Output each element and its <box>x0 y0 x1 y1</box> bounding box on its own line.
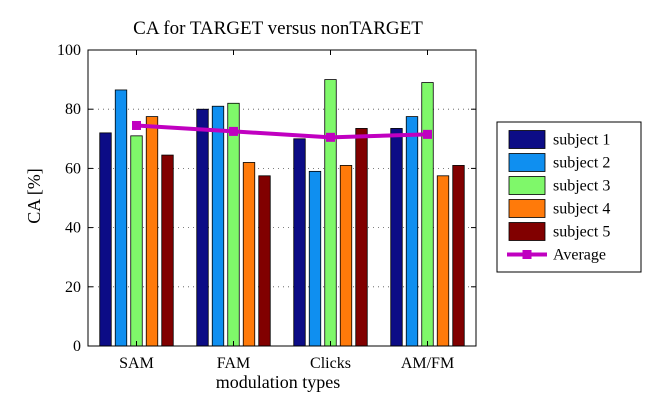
average-point <box>326 132 335 142</box>
bar-subject-5-sam <box>161 154 174 347</box>
legend-label: Average <box>553 247 606 264</box>
bar-subject-3-sam <box>130 135 143 347</box>
legend-swatch <box>508 176 546 195</box>
bar-subject-1-clicks <box>293 138 306 347</box>
legend-swatch <box>508 222 546 241</box>
y-tick-label: 40 <box>65 220 81 237</box>
y-tick-label: 20 <box>65 279 81 296</box>
bar-subject-4-clicks <box>339 165 353 347</box>
y-tick-label: 0 <box>73 338 81 355</box>
bar-subject-3-clicks <box>324 79 337 347</box>
legend-swatch <box>508 130 546 149</box>
average-series-line <box>136 123 428 140</box>
bar-subject-5-fam <box>258 175 271 347</box>
average-point <box>423 129 432 139</box>
bar-subject-3-amfm <box>421 82 434 347</box>
average-line <box>132 120 432 142</box>
y-tick-label: 60 <box>65 160 81 177</box>
bar-subject-5-amfm <box>452 165 465 347</box>
y-axis-label: CA [%] <box>24 168 44 224</box>
legend-label: subject 4 <box>553 201 610 218</box>
average-point <box>132 120 141 130</box>
bar-subject-4-amfm <box>436 175 450 347</box>
legend-average-marker <box>522 250 532 259</box>
bar-subject-5-clicks <box>355 128 368 347</box>
bar-subject-2-clicks <box>308 170 322 347</box>
x-tick-label: FAM <box>217 355 251 372</box>
legend-label: subject 3 <box>553 178 610 195</box>
plot-frame <box>87 49 477 347</box>
axis-ticks: 0 20 40 60 80 100 SAM FAM Clicks AM/FM <box>57 42 476 372</box>
y-tick-label: 80 <box>65 101 81 118</box>
legend-label: subject 5 <box>553 224 610 241</box>
chart-title: CA for TARGET versus nonTARGET <box>133 18 423 39</box>
legend-swatch <box>508 199 546 218</box>
bar-subject-2-sam <box>114 89 128 347</box>
x-axis-label: modulation types <box>216 372 341 392</box>
x-tick-label: SAM <box>119 355 154 372</box>
bars <box>99 79 465 347</box>
bar-subject-4-sam <box>145 116 159 347</box>
bar-subject-2-amfm <box>405 116 419 347</box>
legend-swatch <box>508 153 546 172</box>
bar-subject-1-sam <box>99 132 112 347</box>
legend-label: subject 2 <box>553 155 610 172</box>
legend: subject 1 subject 2 subject 3 subject 4 subj… <box>496 121 642 273</box>
bar-subject-4-fam <box>242 162 256 347</box>
bar-subject-3-fam <box>227 102 240 347</box>
y-tick-label: 100 <box>57 42 81 59</box>
average-point <box>229 126 238 136</box>
x-tick-label: Clicks <box>310 355 351 372</box>
legend-label: subject 1 <box>553 132 610 149</box>
bar-subject-2-fam <box>211 105 225 347</box>
x-tick-label: AM/FM <box>401 355 454 372</box>
bar-subject-1-amfm <box>390 128 403 347</box>
bar-subject-1-fam <box>196 108 209 347</box>
